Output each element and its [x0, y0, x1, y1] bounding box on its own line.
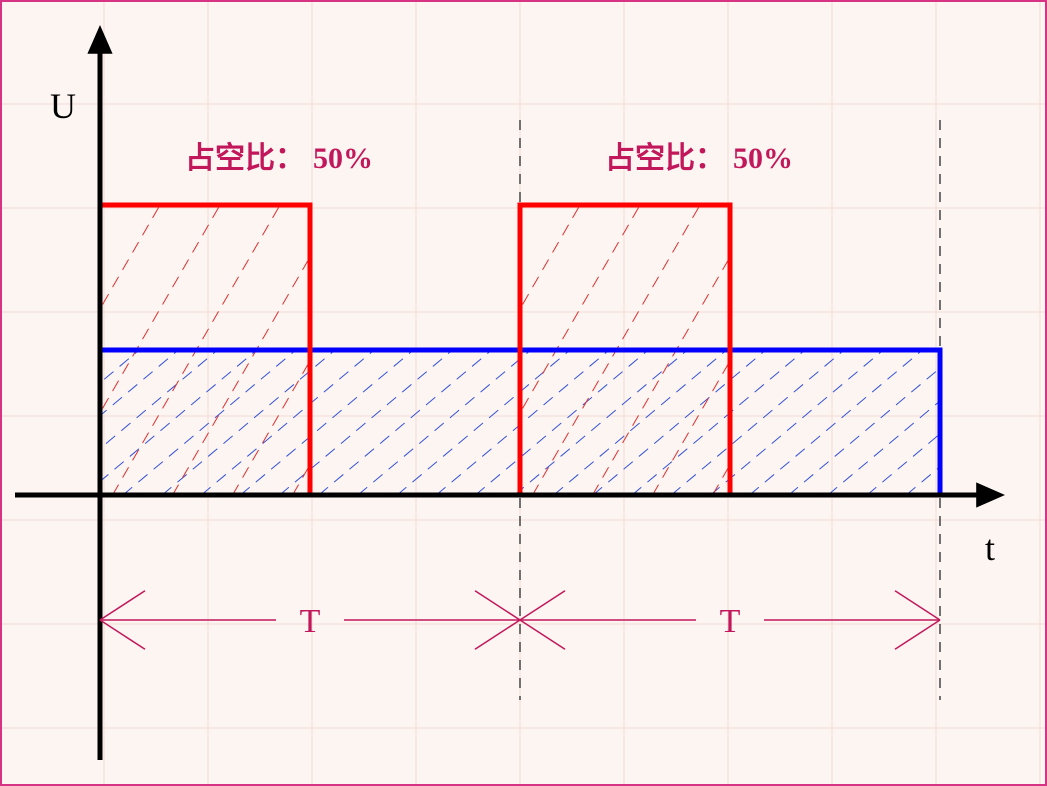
duty-label: 占空比： — [185, 142, 305, 175]
duty-value: 50% — [313, 142, 373, 175]
duty-value: 50% — [733, 142, 793, 175]
period-label: T — [300, 603, 321, 640]
period-label: T — [720, 603, 741, 640]
axis-label-x: t — [985, 528, 995, 568]
axis-label-y: U — [50, 86, 76, 126]
background — [1, 1, 1046, 785]
duty-label: 占空比： — [605, 142, 725, 175]
